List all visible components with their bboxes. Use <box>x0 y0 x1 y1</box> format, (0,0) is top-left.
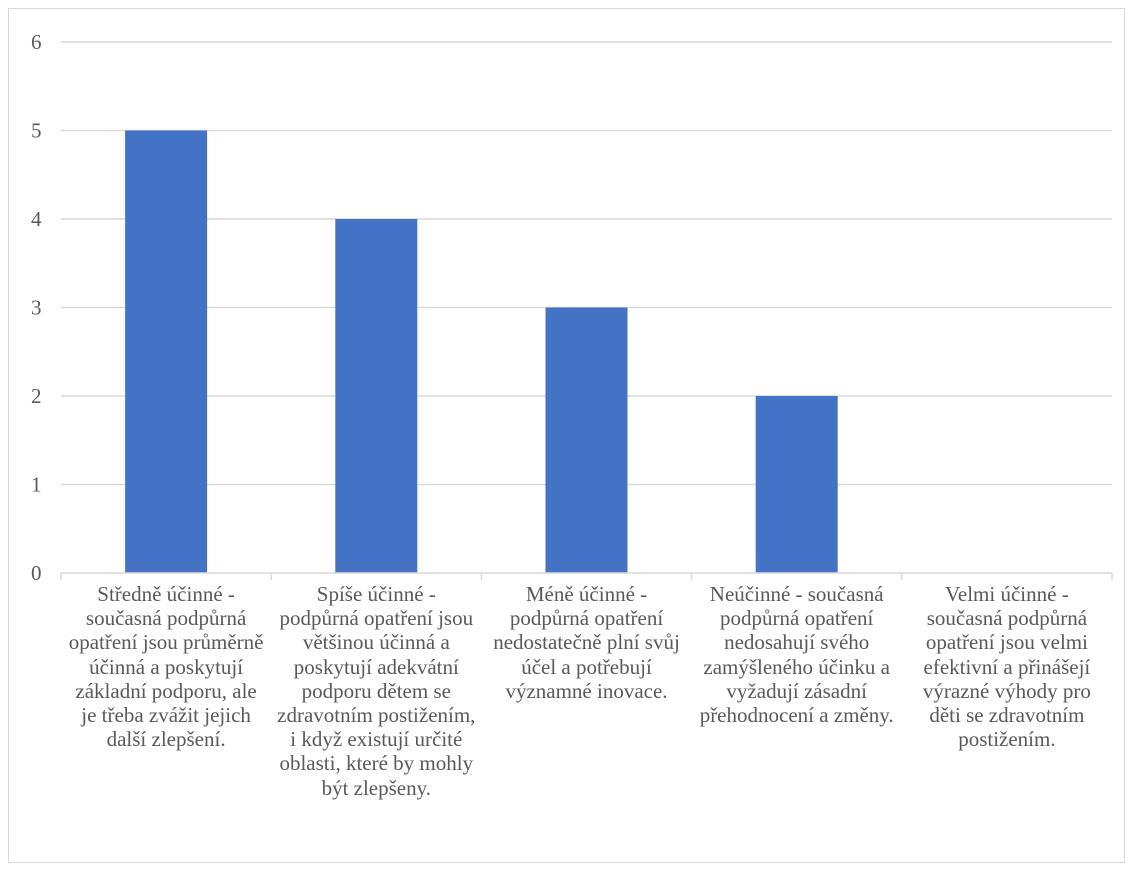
x-category-label: Středně účinné - současná podpůrná opatř… <box>68 582 264 752</box>
y-axis-ticks: 0 1 2 3 4 5 6 <box>31 30 42 585</box>
y-tick-label: 1 <box>31 473 42 497</box>
bar <box>755 396 838 573</box>
x-category-label: Velmi účinné - současná podpůrná opatřen… <box>922 582 1091 752</box>
bar <box>545 307 628 573</box>
x-category-label: Spíše účinné - podpůrná opatření jsou vě… <box>277 582 476 800</box>
y-tick-label: 6 <box>31 30 42 54</box>
x-category-label: Méně účinné - podpůrná opatření nedostat… <box>493 582 680 703</box>
chart-area: 0 1 2 3 4 5 6 Středně účinné - současná podpůr… <box>8 8 1125 863</box>
y-tick-label: 5 <box>31 119 42 143</box>
y-tick-label: 2 <box>31 384 42 408</box>
y-tick-label: 0 <box>31 561 42 585</box>
bar-chart: 0 1 2 3 4 5 6 <box>31 30 1113 585</box>
bars <box>125 130 838 573</box>
bar <box>335 219 418 573</box>
bar <box>125 130 208 573</box>
x-axis <box>60 572 1113 580</box>
y-tick-label: 3 <box>31 296 42 320</box>
y-tick-label: 4 <box>31 207 42 231</box>
x-category-label: Neúčinné - současná podpůrná opatření ne… <box>699 582 894 728</box>
